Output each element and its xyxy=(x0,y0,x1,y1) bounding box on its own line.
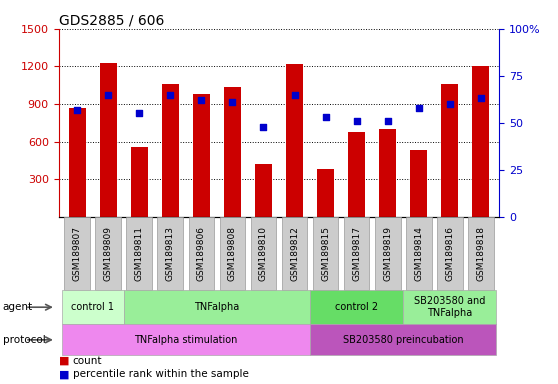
Text: GSM189807: GSM189807 xyxy=(73,226,81,281)
Point xyxy=(414,105,423,111)
Text: SB203580 preincubation: SB203580 preincubation xyxy=(343,335,464,345)
Point xyxy=(228,99,237,105)
Bar xyxy=(255,164,272,217)
Text: control 2: control 2 xyxy=(335,302,378,312)
Bar xyxy=(348,132,365,217)
Point xyxy=(352,118,361,124)
Point xyxy=(445,101,454,107)
Point xyxy=(166,91,175,98)
Text: agent: agent xyxy=(3,302,33,312)
Bar xyxy=(441,84,458,217)
Text: GDS2885 / 606: GDS2885 / 606 xyxy=(59,14,164,28)
Point xyxy=(321,114,330,120)
Point xyxy=(197,97,206,103)
Text: GSM189815: GSM189815 xyxy=(321,226,330,281)
Bar xyxy=(472,66,489,217)
Text: count: count xyxy=(73,356,102,366)
Text: percentile rank within the sample: percentile rank within the sample xyxy=(73,369,248,379)
Text: ■: ■ xyxy=(59,356,69,366)
Point xyxy=(135,111,144,117)
Point xyxy=(290,91,299,98)
Bar xyxy=(224,86,241,217)
Text: protocol: protocol xyxy=(3,335,46,345)
Text: TNFalpha: TNFalpha xyxy=(194,302,239,312)
Bar xyxy=(286,64,303,217)
Bar xyxy=(100,63,117,217)
Text: GSM189808: GSM189808 xyxy=(228,226,237,281)
Text: GSM189806: GSM189806 xyxy=(197,226,206,281)
Point xyxy=(383,118,392,124)
Text: SB203580 and
TNFalpha: SB203580 and TNFalpha xyxy=(414,296,485,318)
Text: GSM189812: GSM189812 xyxy=(290,226,299,281)
Bar xyxy=(162,84,179,217)
Text: GSM189819: GSM189819 xyxy=(383,226,392,281)
Point xyxy=(73,107,81,113)
Text: GSM189809: GSM189809 xyxy=(104,226,113,281)
Bar xyxy=(317,169,334,217)
Point xyxy=(477,95,485,101)
Bar xyxy=(379,129,396,217)
Text: GSM189814: GSM189814 xyxy=(414,226,423,281)
Bar xyxy=(193,94,210,217)
Text: GSM189813: GSM189813 xyxy=(166,226,175,281)
Bar xyxy=(131,147,148,217)
Text: ■: ■ xyxy=(59,369,69,379)
Text: control 1: control 1 xyxy=(71,302,114,312)
Text: GSM189816: GSM189816 xyxy=(445,226,454,281)
Point xyxy=(259,124,268,130)
Text: GSM189811: GSM189811 xyxy=(135,226,144,281)
Bar xyxy=(69,108,86,217)
Text: GSM189818: GSM189818 xyxy=(477,226,485,281)
Text: TNFalpha stimulation: TNFalpha stimulation xyxy=(134,335,238,345)
Point xyxy=(104,91,113,98)
Bar xyxy=(410,151,427,217)
Text: GSM189810: GSM189810 xyxy=(259,226,268,281)
Text: GSM189817: GSM189817 xyxy=(352,226,361,281)
